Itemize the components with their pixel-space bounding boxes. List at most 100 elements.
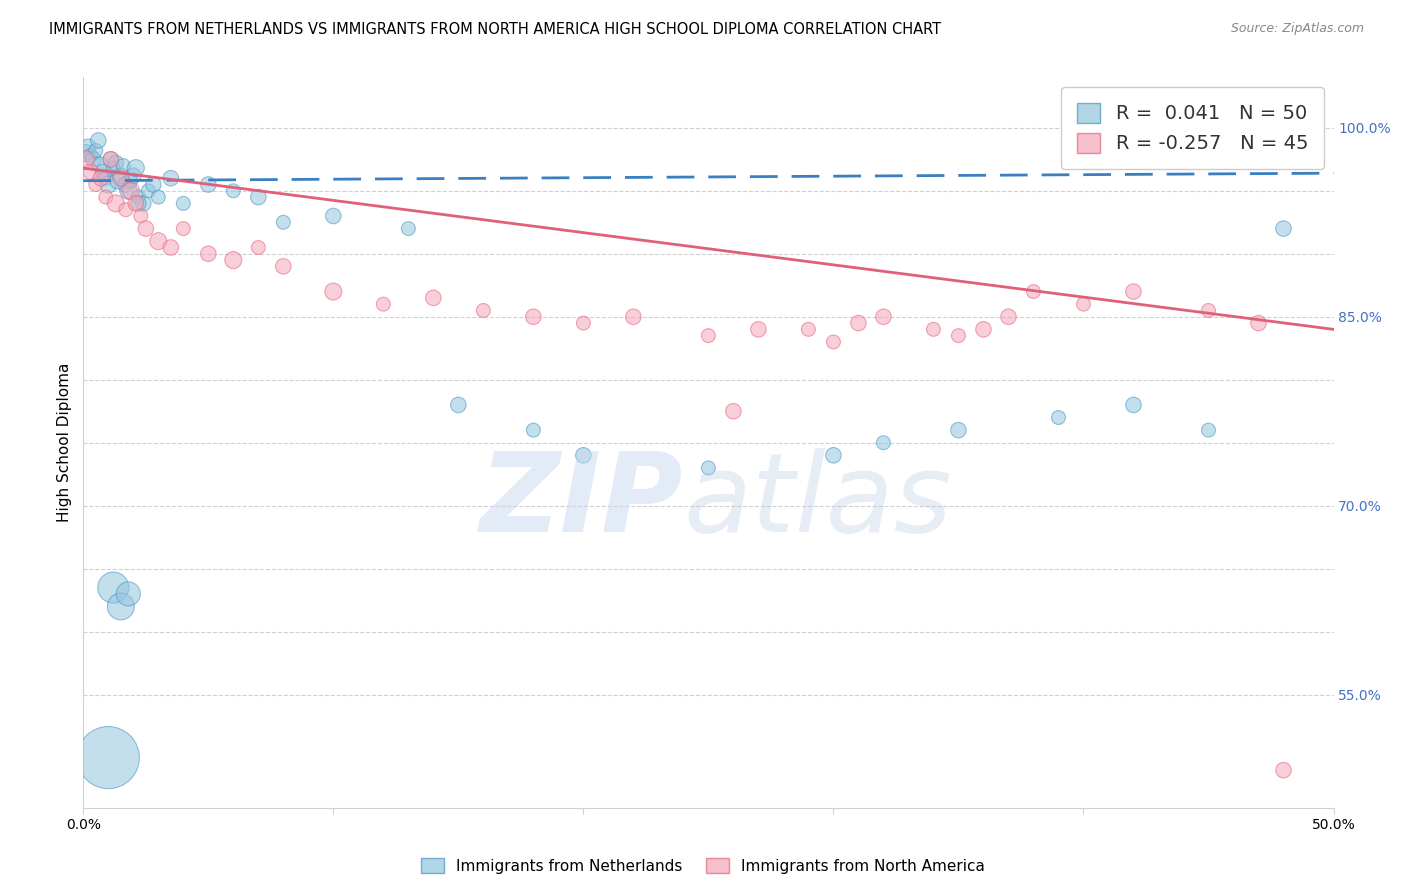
- Point: [117, 184, 139, 198]
- Point: [110, 169, 132, 183]
- Point: [823, 334, 845, 349]
- Point: [136, 184, 159, 198]
- Point: [222, 184, 245, 198]
- Point: [1022, 285, 1045, 299]
- Point: [723, 404, 745, 418]
- Point: [247, 240, 270, 254]
- Point: [948, 328, 970, 343]
- Point: [247, 190, 270, 204]
- Point: [1047, 410, 1070, 425]
- Point: [522, 310, 544, 324]
- Point: [132, 196, 155, 211]
- Point: [77, 139, 100, 153]
- Point: [1272, 763, 1295, 777]
- Text: atlas: atlas: [683, 448, 952, 555]
- Point: [797, 322, 820, 336]
- Point: [1073, 297, 1095, 311]
- Point: [120, 174, 142, 188]
- Point: [122, 169, 145, 183]
- Point: [127, 196, 149, 211]
- Text: Source: ZipAtlas.com: Source: ZipAtlas.com: [1230, 22, 1364, 36]
- Point: [1122, 285, 1144, 299]
- Point: [872, 310, 894, 324]
- Text: IMMIGRANTS FROM NETHERLANDS VS IMMIGRANTS FROM NORTH AMERICA HIGH SCHOOL DIPLOMA: IMMIGRANTS FROM NETHERLANDS VS IMMIGRANT…: [49, 22, 942, 37]
- Point: [148, 234, 170, 248]
- Point: [1198, 423, 1220, 437]
- Point: [159, 171, 181, 186]
- Point: [84, 144, 107, 158]
- Point: [396, 221, 419, 235]
- Point: [322, 285, 344, 299]
- Point: [75, 153, 97, 167]
- Point: [172, 221, 194, 235]
- Point: [322, 209, 344, 223]
- Point: [135, 221, 157, 235]
- Point: [697, 328, 720, 343]
- Point: [110, 171, 132, 186]
- Point: [848, 316, 870, 330]
- Point: [104, 196, 127, 211]
- Point: [197, 247, 219, 261]
- Point: [125, 161, 148, 175]
- Point: [447, 398, 470, 412]
- Legend: R =  0.041   N = 50, R = -0.257   N = 45: R = 0.041 N = 50, R = -0.257 N = 45: [1062, 87, 1324, 169]
- Point: [94, 171, 117, 186]
- Point: [82, 153, 104, 167]
- Point: [114, 178, 136, 192]
- Point: [90, 171, 112, 186]
- Point: [1272, 221, 1295, 235]
- Point: [80, 165, 103, 179]
- Point: [127, 190, 149, 204]
- Point: [104, 156, 127, 170]
- Point: [922, 322, 945, 336]
- Point: [80, 148, 103, 162]
- Point: [84, 178, 107, 192]
- Point: [148, 190, 170, 204]
- Point: [373, 297, 395, 311]
- Point: [222, 253, 245, 268]
- Text: ZIP: ZIP: [479, 448, 683, 555]
- Point: [823, 448, 845, 462]
- Point: [94, 190, 117, 204]
- Point: [197, 178, 219, 192]
- Point: [273, 260, 295, 274]
- Point: [107, 174, 129, 188]
- Point: [422, 291, 444, 305]
- Point: [1122, 398, 1144, 412]
- Point: [91, 165, 114, 179]
- Point: [159, 240, 181, 254]
- Point: [112, 159, 135, 173]
- Point: [97, 750, 120, 764]
- Point: [142, 178, 165, 192]
- Point: [997, 310, 1019, 324]
- Point: [572, 448, 595, 462]
- Point: [972, 322, 994, 336]
- Point: [1298, 120, 1320, 135]
- Y-axis label: High School Diploma: High School Diploma: [58, 363, 72, 523]
- Point: [125, 196, 148, 211]
- Point: [87, 133, 110, 147]
- Point: [75, 146, 97, 161]
- Point: [522, 423, 544, 437]
- Point: [1247, 316, 1270, 330]
- Point: [948, 423, 970, 437]
- Point: [100, 153, 122, 167]
- Point: [103, 581, 125, 595]
- Point: [103, 161, 125, 175]
- Point: [110, 599, 132, 614]
- Point: [97, 178, 120, 192]
- Point: [100, 153, 122, 167]
- Point: [872, 435, 894, 450]
- Point: [90, 159, 112, 173]
- Point: [1198, 303, 1220, 318]
- Point: [120, 184, 142, 198]
- Point: [273, 215, 295, 229]
- Point: [129, 209, 152, 223]
- Point: [114, 202, 136, 217]
- Point: [747, 322, 769, 336]
- Point: [172, 196, 194, 211]
- Point: [572, 316, 595, 330]
- Point: [472, 303, 495, 318]
- Point: [621, 310, 644, 324]
- Point: [117, 587, 139, 601]
